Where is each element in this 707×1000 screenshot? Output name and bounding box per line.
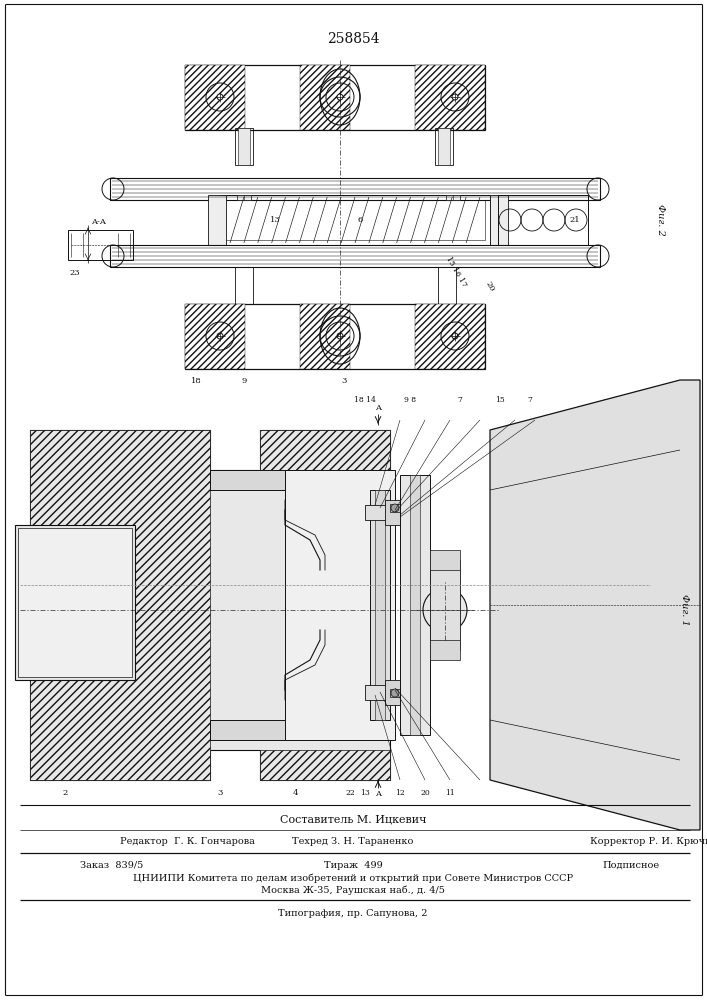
Bar	[435, 128, 453, 165]
Bar	[300, 304, 350, 369]
Bar	[15, 525, 135, 680]
Text: Корректор Р. И. Крючкова: Корректор Р. И. Крючкова	[590, 838, 707, 846]
Text: 7: 7	[457, 396, 462, 404]
Text: Фиг. 2: Фиг. 2	[655, 204, 665, 236]
Text: 258854: 258854	[327, 32, 380, 46]
Text: 13: 13	[269, 216, 281, 224]
Bar	[110, 178, 600, 200]
Bar	[208, 195, 226, 245]
Bar	[235, 267, 253, 304]
Text: ЦНИИПИ Комитета по делам изобретений и открытий при Совете Министров СССР: ЦНИИПИ Комитета по делам изобретений и о…	[133, 873, 573, 883]
Circle shape	[337, 94, 343, 100]
Text: 20: 20	[420, 789, 430, 797]
Text: 11: 11	[445, 789, 455, 797]
Text: 13: 13	[360, 789, 370, 797]
Text: A: A	[375, 404, 381, 412]
Circle shape	[391, 689, 399, 697]
Bar	[410, 475, 420, 735]
Circle shape	[439, 604, 451, 616]
Bar	[235, 128, 253, 165]
Bar	[390, 504, 400, 512]
Bar	[390, 689, 400, 697]
Text: 3: 3	[341, 377, 346, 385]
Text: Москва Ж-35, Раушская наб., д. 4/5: Москва Ж-35, Раушская наб., д. 4/5	[261, 885, 445, 895]
Circle shape	[217, 94, 223, 100]
Bar	[438, 128, 450, 165]
Text: 18 14: 18 14	[354, 396, 376, 404]
Bar	[225, 200, 485, 240]
Text: Редактор  Г. К. Гончарова: Редактор Г. К. Гончарова	[120, 838, 255, 846]
Bar	[185, 304, 485, 369]
Text: Типография, пр. Сапунова, 2: Типография, пр. Сапунова, 2	[279, 908, 428, 918]
Bar	[18, 528, 132, 677]
Bar	[185, 65, 245, 130]
Bar	[385, 680, 405, 705]
Text: 15 16 17: 15 16 17	[444, 255, 468, 289]
Bar	[110, 245, 600, 267]
Text: 9: 9	[241, 377, 247, 385]
Bar	[285, 470, 395, 740]
Text: Техред З. Н. Тараненко: Техред З. Н. Тараненко	[292, 838, 414, 846]
Bar	[185, 65, 485, 130]
Text: 21: 21	[570, 216, 580, 224]
Bar	[415, 304, 485, 369]
Text: 3: 3	[217, 789, 223, 797]
Circle shape	[391, 504, 399, 512]
Bar	[400, 475, 430, 735]
Bar	[415, 65, 485, 130]
Bar	[385, 500, 405, 525]
Text: 18: 18	[191, 377, 201, 385]
Text: 9 8: 9 8	[404, 396, 416, 404]
Bar	[237, 195, 251, 200]
Bar	[375, 490, 385, 720]
Text: Фиг. 1: Фиг. 1	[681, 594, 689, 626]
Text: Подписное: Подписное	[603, 860, 660, 869]
Text: Составитель М. Ицкевич: Составитель М. Ицкевич	[280, 814, 426, 824]
Bar	[370, 490, 390, 720]
Text: 20: 20	[484, 280, 496, 294]
Bar	[430, 550, 460, 570]
Bar	[210, 720, 290, 740]
Text: 4: 4	[292, 789, 298, 797]
Polygon shape	[260, 750, 390, 780]
Bar	[430, 560, 460, 650]
Text: 6: 6	[357, 216, 363, 224]
Text: A-A: A-A	[90, 218, 105, 226]
Text: 7: 7	[527, 396, 532, 404]
Polygon shape	[490, 380, 700, 830]
Bar	[210, 470, 290, 490]
Polygon shape	[30, 430, 390, 780]
Circle shape	[452, 94, 458, 100]
Text: A: A	[375, 790, 381, 798]
Bar	[438, 267, 456, 304]
Bar	[238, 128, 250, 165]
Bar	[365, 685, 395, 700]
Text: Тираж  499: Тираж 499	[324, 860, 382, 869]
Text: 15: 15	[495, 396, 505, 404]
Text: 2: 2	[62, 789, 68, 797]
Bar	[220, 195, 490, 245]
Polygon shape	[30, 430, 210, 780]
Bar	[446, 195, 460, 200]
Circle shape	[423, 588, 467, 632]
Text: Заказ  839/5: Заказ 839/5	[80, 860, 144, 869]
Bar	[498, 195, 588, 245]
Bar	[68, 230, 133, 260]
Text: 23: 23	[70, 269, 81, 277]
Bar	[185, 304, 245, 369]
Polygon shape	[260, 430, 390, 470]
Text: 12: 12	[395, 789, 405, 797]
Text: 22: 22	[345, 789, 355, 797]
Bar	[300, 65, 350, 130]
Bar	[430, 640, 460, 660]
Bar	[490, 195, 508, 245]
Bar	[365, 505, 395, 520]
